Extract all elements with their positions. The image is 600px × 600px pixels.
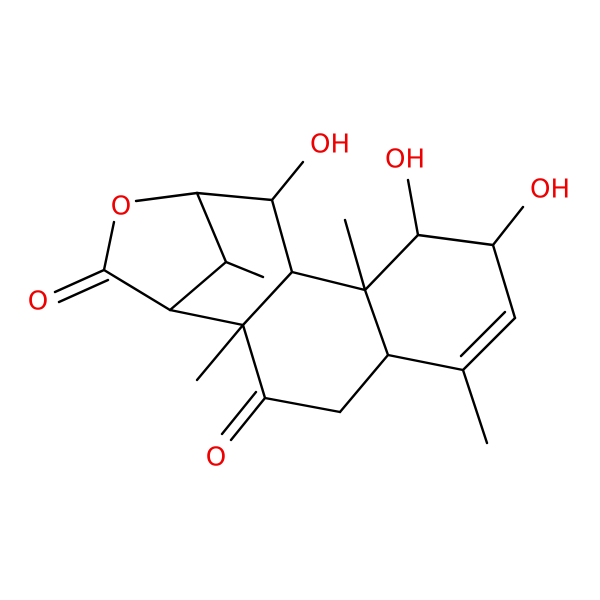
bonds — [53, 160, 525, 445]
atom-label: OH — [530, 175, 570, 205]
atom-label: OH — [385, 145, 425, 175]
atom-label: O — [28, 287, 48, 317]
atom-label: O — [111, 192, 131, 222]
atom-label: O — [206, 443, 226, 473]
atom-label: OH — [310, 130, 350, 160]
